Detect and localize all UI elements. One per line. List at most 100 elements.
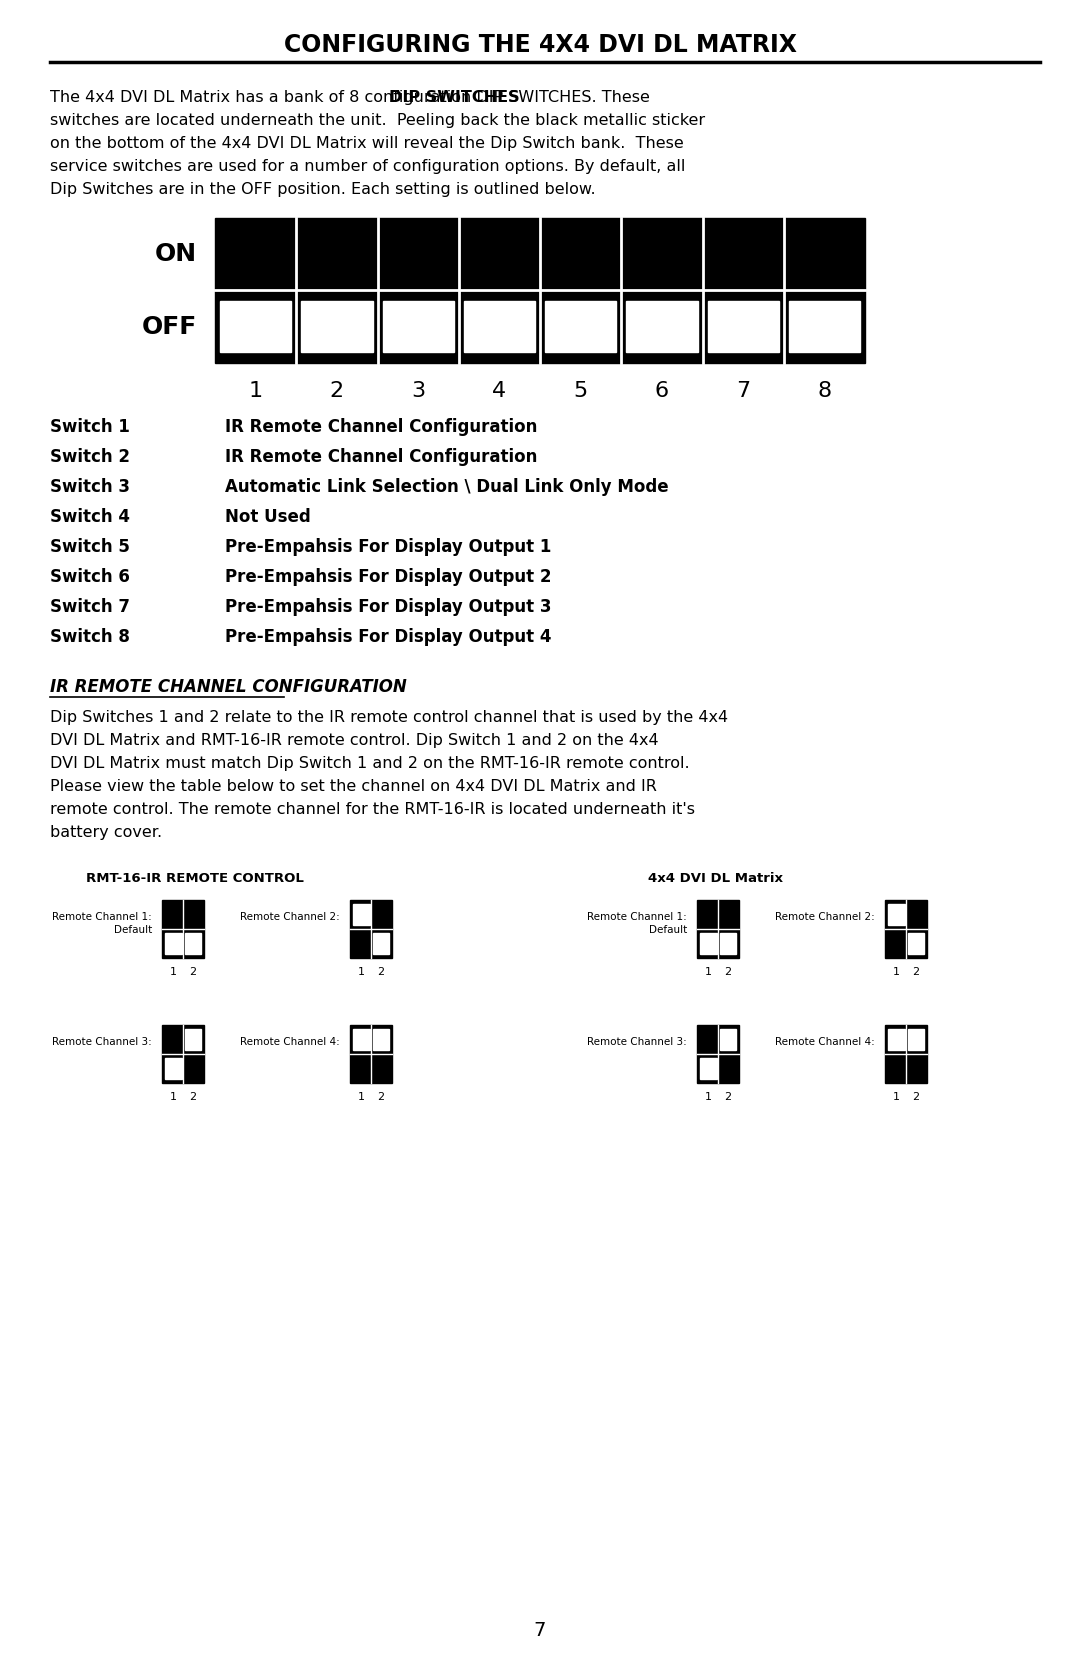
Bar [697, 900, 739, 958]
Text: DIP SWITCHES: DIP SWITCHES [389, 90, 519, 105]
Bar [885, 900, 927, 958]
Bar [719, 1030, 735, 1050]
Text: CONFIGURING THE 4X4 DVI DL MATRIX: CONFIGURING THE 4X4 DVI DL MATRIX [283, 33, 797, 57]
Bar [301, 302, 373, 352]
Text: DVI DL Matrix and RMT-16-IR remote control. Dip Switch 1 and 2 on the 4x4: DVI DL Matrix and RMT-16-IR remote contr… [50, 733, 659, 748]
Text: Pre-Empahsis For Display Output 2: Pre-Empahsis For Display Output 2 [225, 567, 552, 586]
Bar [545, 302, 617, 352]
Text: on the bottom of the 4x4 DVI DL Matrix will reveal the Dip Switch bank.  These: on the bottom of the 4x4 DVI DL Matrix w… [50, 135, 684, 150]
Text: Pre-Empahsis For Display Output 4: Pre-Empahsis For Display Output 4 [225, 628, 552, 646]
Text: 2: 2 [913, 1092, 919, 1102]
Bar [373, 933, 389, 953]
Text: The 4x4 DVI DL Matrix has a bank of 8 configuration DIP SWITCHES. These: The 4x4 DVI DL Matrix has a bank of 8 co… [50, 90, 650, 105]
Text: remote control. The remote channel for the RMT-16-IR is located underneath it's: remote control. The remote channel for t… [50, 803, 696, 818]
Text: 2: 2 [189, 966, 197, 976]
Text: Default: Default [113, 925, 152, 935]
Text: Remote Channel 2:: Remote Channel 2: [240, 911, 340, 921]
Text: battery cover.: battery cover. [50, 824, 162, 840]
Text: Pre-Empahsis For Display Output 1: Pre-Empahsis For Display Output 1 [225, 537, 552, 556]
Text: Switch 7: Switch 7 [50, 598, 130, 616]
Text: Switch 5: Switch 5 [50, 537, 130, 556]
Bar [185, 933, 201, 953]
Text: ON: ON [154, 242, 197, 267]
Text: Switch 6: Switch 6 [50, 567, 130, 586]
Text: Not Used: Not Used [225, 507, 311, 526]
Text: RMT-16-IR REMOTE CONTROL: RMT-16-IR REMOTE CONTROL [86, 871, 303, 885]
Text: Switch 4: Switch 4 [50, 507, 130, 526]
Text: 2: 2 [913, 966, 919, 976]
Text: 2: 2 [725, 1092, 731, 1102]
Text: switches are located underneath the unit.  Peeling back the black metallic stick: switches are located underneath the unit… [50, 113, 705, 129]
Text: 2: 2 [189, 1092, 197, 1102]
Text: IR REMOTE CHANNEL CONFIGURATION: IR REMOTE CHANNEL CONFIGURATION [50, 678, 407, 696]
Text: 1: 1 [357, 1092, 365, 1102]
Bar [700, 933, 716, 953]
Text: 7: 7 [737, 381, 751, 401]
Text: 4: 4 [492, 381, 507, 401]
Text: 8: 8 [818, 381, 832, 401]
Text: Remote Channel 1:: Remote Channel 1: [588, 911, 687, 921]
Text: Default: Default [649, 925, 687, 935]
Text: Switch 1: Switch 1 [50, 417, 130, 436]
Text: Remote Channel 1:: Remote Channel 1: [52, 911, 152, 921]
Bar [165, 1058, 181, 1078]
Bar [162, 1025, 204, 1083]
Bar [888, 1030, 905, 1050]
Text: Pre-Empahsis For Display Output 3: Pre-Empahsis For Display Output 3 [225, 598, 552, 616]
Bar [215, 219, 865, 362]
Text: Dip Switches are in the OFF position. Each setting is outlined below.: Dip Switches are in the OFF position. Ea… [50, 182, 596, 197]
Text: IR Remote Channel Configuration: IR Remote Channel Configuration [225, 447, 538, 466]
Text: Remote Channel 2:: Remote Channel 2: [775, 911, 875, 921]
Bar [719, 933, 735, 953]
Text: Switch 2: Switch 2 [50, 447, 130, 466]
Text: 2: 2 [329, 381, 343, 401]
Text: 3: 3 [411, 381, 426, 401]
Bar [353, 1030, 369, 1050]
Text: 1: 1 [705, 1092, 712, 1102]
Bar [162, 900, 204, 958]
Text: 1: 1 [893, 1092, 900, 1102]
Bar [626, 302, 698, 352]
Text: Automatic Link Selection \ Dual Link Only Mode: Automatic Link Selection \ Dual Link Onl… [225, 477, 669, 496]
Bar [697, 1025, 739, 1083]
Text: Remote Channel 4:: Remote Channel 4: [240, 1036, 340, 1046]
Text: service switches are used for a number of configuration options. By default, all: service switches are used for a number o… [50, 159, 686, 174]
Bar [353, 905, 369, 925]
Bar [707, 302, 779, 352]
Text: Remote Channel 4:: Remote Channel 4: [775, 1036, 875, 1046]
Text: 1: 1 [170, 966, 177, 976]
Text: OFF: OFF [141, 315, 197, 339]
Text: 2: 2 [377, 966, 384, 976]
Text: 1: 1 [893, 966, 900, 976]
Bar [700, 1058, 716, 1078]
Bar [885, 1025, 927, 1083]
Bar [907, 1030, 924, 1050]
Text: 1: 1 [705, 966, 712, 976]
Text: DVI DL Matrix must match Dip Switch 1 and 2 on the RMT-16-IR remote control.: DVI DL Matrix must match Dip Switch 1 an… [50, 756, 690, 771]
Bar [350, 1025, 392, 1083]
Text: 7: 7 [534, 1621, 546, 1639]
Text: 5: 5 [573, 381, 588, 401]
Bar [350, 900, 392, 958]
Text: 1: 1 [248, 381, 262, 401]
Text: Switch 8: Switch 8 [50, 628, 130, 646]
Text: 2: 2 [725, 966, 731, 976]
Bar [185, 1030, 201, 1050]
Bar [888, 905, 905, 925]
Text: 2: 2 [377, 1092, 384, 1102]
Bar [220, 302, 292, 352]
Text: Switch 3: Switch 3 [50, 477, 130, 496]
Text: 1: 1 [170, 1092, 177, 1102]
Bar [165, 933, 181, 953]
Text: Remote Channel 3:: Remote Channel 3: [588, 1036, 687, 1046]
Bar [788, 302, 860, 352]
Text: 6: 6 [654, 381, 669, 401]
Text: 1: 1 [357, 966, 365, 976]
Text: Remote Channel 3:: Remote Channel 3: [52, 1036, 152, 1046]
Text: 4x4 DVI DL Matrix: 4x4 DVI DL Matrix [648, 871, 783, 885]
Text: IR Remote Channel Configuration: IR Remote Channel Configuration [225, 417, 538, 436]
Bar [463, 302, 535, 352]
Bar [373, 1030, 389, 1050]
Bar [907, 933, 924, 953]
Text: Please view the table below to set the channel on 4x4 DVI DL Matrix and IR: Please view the table below to set the c… [50, 779, 657, 794]
